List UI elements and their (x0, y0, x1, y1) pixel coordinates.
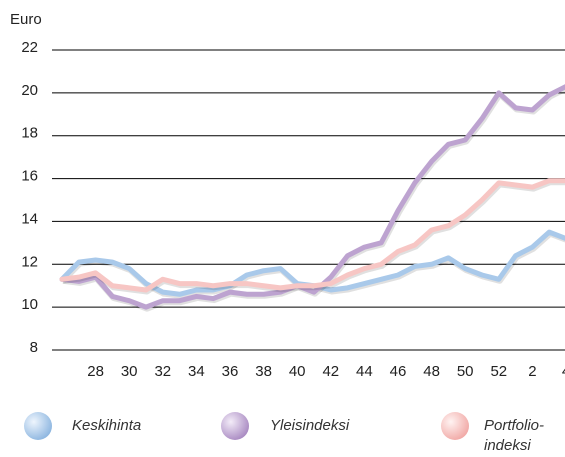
x-tick-label: 34 (188, 363, 205, 380)
legend-swatch (24, 412, 52, 440)
legend-swatch (221, 412, 249, 440)
y-tick-label: 8 (30, 339, 38, 356)
legend-label: Portfolio- indeksi (484, 417, 545, 454)
x-tick-label: 52 (490, 363, 507, 380)
x-tick-label: 44 (356, 363, 373, 380)
legend-label: Yleisindeksi (270, 417, 350, 434)
x-tick-label: 38 (255, 363, 272, 380)
x-tick-label: 28 (87, 363, 104, 380)
x-tick-label: 42 (322, 363, 339, 380)
y-tick-label: 14 (21, 210, 38, 227)
series-line (59, 84, 565, 310)
x-tick-label: 30 (121, 363, 138, 380)
x-tick-label: 4 (562, 363, 565, 380)
y-tick-label: 12 (21, 253, 38, 270)
y-tick-label: 16 (21, 168, 38, 185)
y-axis-label: Euro (10, 11, 42, 28)
x-tick-label: 48 (423, 363, 440, 380)
x-tick-label: 40 (289, 363, 306, 380)
x-tick-label: 36 (222, 363, 239, 380)
x-tick-label: 46 (390, 363, 407, 380)
x-tick-label: 2 (528, 363, 536, 380)
x-tick-label: 50 (457, 363, 474, 380)
y-tick-label: 10 (21, 296, 38, 313)
y-tick-label: 22 (21, 39, 38, 56)
legend-label: Keskihinta (72, 417, 142, 434)
series-line (59, 178, 565, 293)
x-tick-label: 32 (154, 363, 171, 380)
legend-swatch (441, 412, 469, 440)
y-tick-label: 18 (21, 125, 38, 142)
y-tick-label: 20 (21, 82, 38, 99)
